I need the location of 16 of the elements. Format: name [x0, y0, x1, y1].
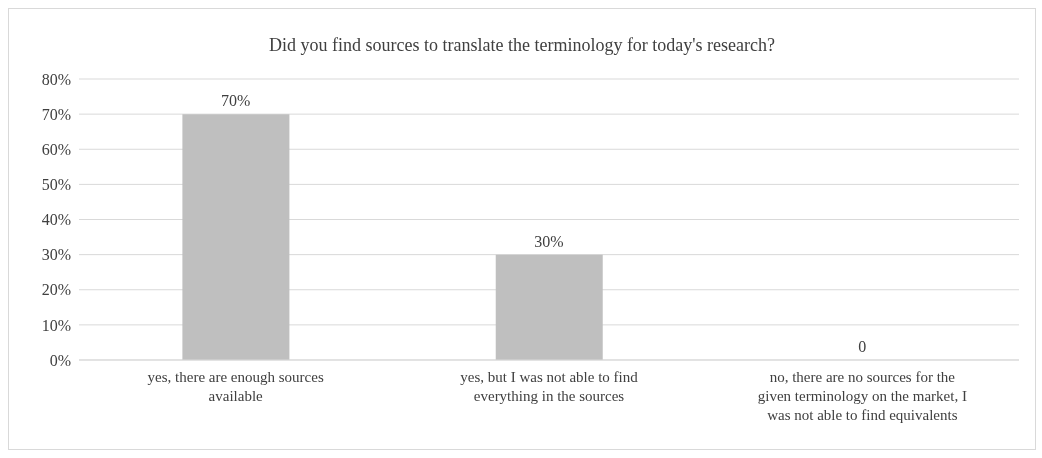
y-tick-label: 80%: [41, 70, 71, 88]
y-tick-label: 40%: [41, 211, 71, 229]
data-label: 0: [858, 338, 867, 355]
x-tick-label: no, there are no sources for the given terminology on the market, I was not able to find equivalents: [757, 369, 967, 423]
chart-title: Did you find sources to translate the terminology for today's research?: [267, 35, 777, 57]
y-tick-label: 10%: [41, 316, 71, 334]
data-label: 70%: [221, 92, 251, 110]
data-label: 30%: [534, 232, 564, 250]
y-tick-label: 50%: [41, 176, 71, 194]
x-tick-label: yes, there are enough sources available: [147, 369, 324, 404]
y-tick-label: 20%: [41, 281, 71, 299]
y-tick-label: 60%: [41, 140, 71, 158]
x-tick-label: yes, but I was not able to find everything in the sources: [460, 369, 639, 404]
y-tick-label: 30%: [41, 246, 71, 264]
y-tick-label: 70%: [41, 105, 71, 123]
y-tick-label: 0%: [49, 351, 71, 369]
